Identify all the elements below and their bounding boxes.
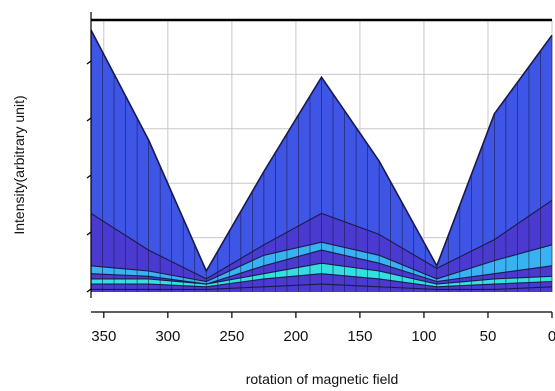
- x-tick-label: 300: [155, 328, 180, 345]
- x-tick-label: 350: [91, 328, 116, 345]
- series-line: [91, 262, 553, 285]
- y-axis-title: Intensity(arbitrary unit): [11, 95, 27, 234]
- series-line: [90, 241, 553, 283]
- y-tick: [86, 60, 92, 65]
- series-line: [91, 273, 553, 288]
- series-line: [90, 199, 553, 280]
- x-tick-label: 50: [480, 328, 497, 345]
- series-line: [91, 283, 553, 290]
- x-tick-label: 100: [411, 328, 436, 345]
- x-axis-title: rotation of magnetic field: [246, 371, 399, 387]
- x-tick-label: 250: [219, 328, 244, 345]
- surface-plot: [90, 29, 553, 292]
- y-tick: [86, 174, 92, 179]
- series-line: [90, 29, 553, 273]
- y-tick: [86, 288, 92, 293]
- axes: 350 300 250 200 150 100 50 0: [86, 12, 555, 345]
- x-tick-label: 200: [283, 328, 308, 345]
- x-tick-label: 0: [548, 328, 555, 345]
- y-tick: [86, 231, 92, 236]
- series-line: [90, 249, 553, 285]
- x-tick-label: 150: [347, 328, 372, 345]
- y-tick: [86, 117, 92, 122]
